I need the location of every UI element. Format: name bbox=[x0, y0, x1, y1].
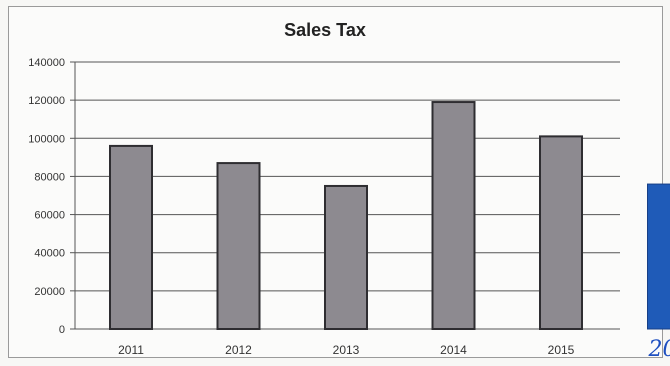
y-tick-label: 20000 bbox=[34, 286, 65, 298]
bar-2015 bbox=[539, 135, 583, 330]
x-tick-label: 2013 bbox=[333, 343, 360, 357]
chart-title: Sales Tax bbox=[284, 20, 366, 40]
y-tick-label: 80000 bbox=[34, 171, 65, 183]
x-tick-label: 2015 bbox=[548, 343, 575, 357]
bar-2014 bbox=[431, 101, 476, 330]
y-tick-label: 120000 bbox=[28, 95, 65, 107]
y-tick-label: 60000 bbox=[34, 210, 65, 222]
bars bbox=[109, 101, 670, 330]
x-tick-label-handwritten: 2016 bbox=[648, 337, 670, 362]
x-tick-label: 2012 bbox=[225, 343, 252, 357]
bar-2016 bbox=[647, 183, 670, 330]
x-tick-label: 2014 bbox=[440, 343, 467, 357]
y-tick-label: 140000 bbox=[28, 57, 65, 69]
grid-lines bbox=[75, 61, 620, 292]
bar-2012 bbox=[216, 162, 261, 330]
bar-2013 bbox=[324, 184, 368, 330]
bar-2011 bbox=[109, 144, 153, 330]
x-tick-label: 2011 bbox=[118, 343, 144, 357]
y-tick-label: 100000 bbox=[28, 133, 65, 145]
axis-labels: 0 20000 40000 60000 80000 100000 120000 140000 2… bbox=[28, 57, 670, 362]
y-tick-label: 40000 bbox=[34, 248, 65, 260]
y-tick-label: 0 bbox=[59, 324, 65, 336]
